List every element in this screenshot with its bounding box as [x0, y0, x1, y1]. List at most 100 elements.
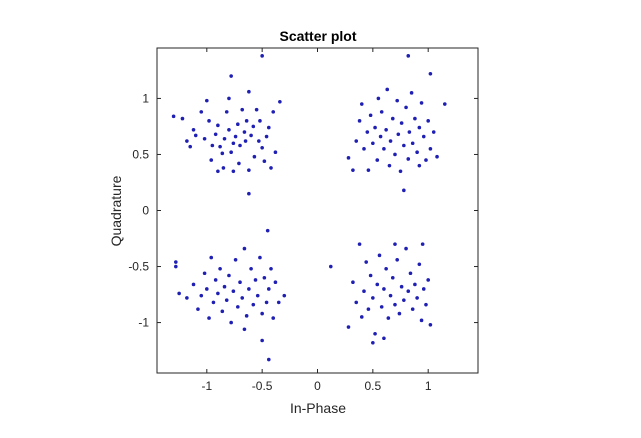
y-tick-label: 0.5 [132, 147, 149, 161]
data-point [276, 300, 281, 305]
data-point [213, 278, 218, 282]
data-point [351, 280, 355, 285]
data-point [362, 147, 366, 151]
data-point [390, 116, 395, 121]
data-point [379, 305, 384, 309]
data-point [373, 125, 377, 130]
data-point [216, 291, 220, 296]
data-point [265, 228, 270, 233]
data-point [384, 128, 388, 132]
data-point [188, 144, 193, 149]
data-point [371, 296, 375, 300]
data-point [220, 151, 225, 156]
data-point [271, 316, 276, 320]
data-point [376, 96, 381, 101]
data-point [428, 323, 433, 327]
data-point [387, 163, 392, 168]
data-point [419, 101, 424, 105]
data-point [368, 113, 373, 118]
data-point [421, 134, 426, 139]
data-point [224, 298, 229, 302]
data-point [218, 144, 222, 149]
data-point [406, 54, 411, 58]
x-tick-label: -1 [201, 379, 212, 393]
data-point [171, 114, 176, 119]
data-point [278, 99, 282, 104]
data-point [209, 158, 214, 162]
data-point [243, 139, 248, 143]
data-point [408, 271, 413, 276]
data-point [224, 110, 229, 114]
data-point [211, 300, 216, 305]
data-point [209, 255, 214, 260]
data-point [413, 116, 417, 121]
x-tick-label: -0.5 [252, 379, 273, 393]
data-point [193, 133, 198, 138]
data-point [382, 287, 386, 291]
data-point [229, 150, 233, 155]
data-point [177, 291, 181, 296]
data-point [424, 302, 428, 307]
data-point [216, 123, 220, 128]
data-point [231, 169, 236, 174]
data-point [260, 338, 264, 343]
data-point [385, 87, 390, 92]
data-point [213, 132, 218, 137]
data-point [207, 316, 211, 320]
data-point [426, 278, 430, 282]
data-point [266, 357, 271, 362]
data-point [424, 158, 428, 162]
data-point [231, 141, 236, 146]
data-point [371, 141, 375, 146]
data-point [431, 130, 436, 134]
data-point [399, 121, 404, 125]
data-point [252, 154, 257, 159]
data-point [240, 296, 245, 300]
data-point [420, 242, 425, 246]
data-point [373, 331, 377, 336]
data-point [238, 143, 242, 148]
data-point [419, 318, 424, 323]
data-point [237, 161, 241, 166]
data-point [264, 300, 269, 305]
data-point [185, 139, 189, 143]
data-point [260, 54, 264, 58]
data-point [247, 89, 251, 94]
data-point [409, 91, 414, 95]
data-point [258, 255, 262, 260]
data-point [218, 266, 222, 271]
axis-ticks: -1 -0.5 0 0.5 1 -1 -0.5 0 0.5 1 [128, 48, 478, 393]
data-point [393, 242, 397, 246]
data-point [417, 125, 422, 130]
data-point [191, 282, 196, 287]
y-tick-label: 0 [142, 204, 149, 218]
data-point [351, 168, 355, 172]
data-point [242, 130, 247, 134]
data-point [229, 74, 233, 78]
data-point [205, 98, 209, 103]
data-point [236, 122, 240, 127]
data-point [255, 293, 260, 298]
data-point [402, 188, 406, 193]
data-point [247, 287, 251, 291]
data-point [393, 302, 397, 307]
data-point [174, 260, 178, 264]
data-point [233, 258, 238, 262]
data-point [393, 152, 397, 157]
data-point [222, 284, 227, 289]
data-point [410, 141, 415, 146]
data-point [202, 271, 207, 276]
data-point [264, 134, 269, 139]
data-point [396, 132, 401, 137]
data-point [227, 273, 231, 278]
data-point [216, 169, 220, 174]
data-point [386, 316, 391, 320]
x-tick-label: 0 [314, 379, 321, 393]
data-point [428, 147, 433, 151]
data-point [328, 264, 333, 269]
data-point [202, 136, 207, 141]
data-point [262, 275, 267, 280]
data-point [368, 273, 373, 278]
data-point [271, 110, 276, 114]
